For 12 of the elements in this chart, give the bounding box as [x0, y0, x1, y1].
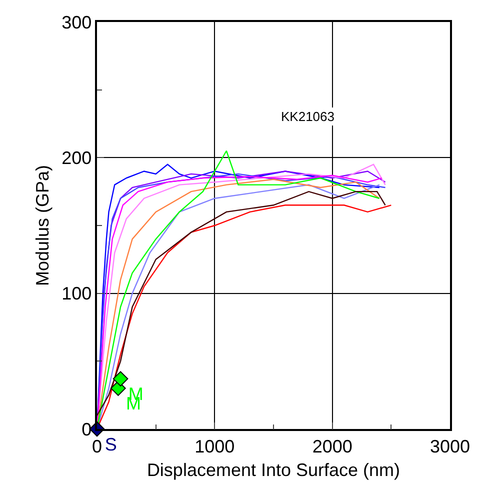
x-axis-title: Displacement Into Surface (nm)	[146, 460, 400, 480]
x-tick-label: 1000	[194, 436, 235, 456]
x-tick-label: 2000	[312, 436, 352, 456]
y-tick-label: 0	[82, 419, 92, 440]
annotation: KK21063	[281, 109, 334, 124]
y-axis-title: Modulus (GPa)	[32, 164, 52, 286]
y-tick-label: 100	[62, 284, 92, 304]
data-label: S	[104, 434, 117, 454]
x-tick-label: 3000	[430, 436, 470, 456]
y-tick-label: 300	[62, 12, 92, 32]
y-tick-label: 200	[62, 148, 92, 168]
point	[112, 371, 128, 386]
